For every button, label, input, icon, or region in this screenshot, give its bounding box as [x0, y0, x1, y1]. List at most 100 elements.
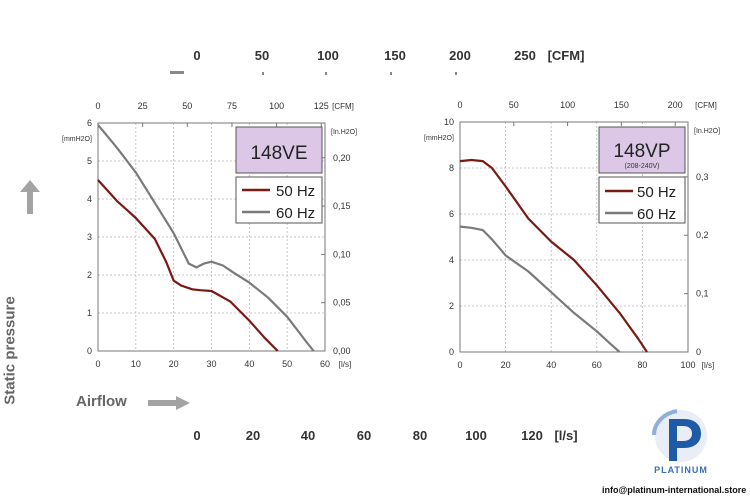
- series-line-60hz: [97, 124, 315, 352]
- x-tick-label: 0: [95, 359, 100, 369]
- header-cfm-tick: 150: [384, 48, 406, 63]
- x-tick-label: 60: [320, 359, 330, 369]
- series-line-60hz: [459, 225, 621, 353]
- y-tick-label: 0: [87, 346, 92, 356]
- x-unit-label: [l/s]: [702, 361, 714, 370]
- model-box: [598, 126, 686, 174]
- header-cfm-tick: 250: [514, 48, 536, 63]
- right-unit-label: [In.H2O]: [331, 129, 357, 136]
- footer-ls-tick: 20: [245, 428, 261, 443]
- y-tick-label: 2: [449, 301, 454, 311]
- y-tick-label: 1: [87, 308, 92, 318]
- series-line-50hz: [97, 179, 279, 352]
- top-tick-label: 50: [182, 101, 192, 111]
- top-tick-label: 125: [314, 101, 329, 111]
- right-tick-label: 0,2: [696, 230, 709, 240]
- footer-ls-axis: 0 20 40 60 80 100 120 [l/s]: [0, 428, 750, 448]
- plot-frame: [459, 121, 689, 353]
- up-arrow-icon: [20, 180, 40, 214]
- logo-name: PLATINUM: [654, 465, 708, 475]
- model-box: [235, 126, 323, 174]
- x-tick-label: 20: [169, 359, 179, 369]
- y-unit-label: [mmH2O]: [424, 135, 454, 142]
- x-tick-label: 40: [244, 359, 254, 369]
- footer-ls-unit: [l/s]: [554, 428, 578, 443]
- y-tick-label: 6: [449, 209, 454, 219]
- top-tick-label: 200: [668, 100, 683, 110]
- right-tick-label: 0,00: [333, 346, 351, 356]
- right-tick-label: 0: [696, 347, 701, 357]
- x-tick-label: 10: [131, 359, 141, 369]
- top-tick-label: 75: [227, 101, 237, 111]
- right-tick-label: 0,15: [333, 201, 351, 211]
- header-cfm-tick: 100: [317, 48, 339, 63]
- y-tick-label: 5: [87, 156, 92, 166]
- plot-frame: [97, 122, 326, 352]
- model-sublabel: (208-240V): [624, 163, 659, 170]
- x-tick-label: 20: [501, 360, 511, 370]
- top-tick-label: 25: [138, 101, 148, 111]
- legend-label-50hz: 50 Hz: [637, 184, 676, 201]
- x-tick-label: 30: [206, 359, 216, 369]
- y-unit-label: [mmH2O]: [62, 136, 92, 143]
- header-cfm-tick: 50: [254, 48, 270, 63]
- footer-ls-tick: 120: [521, 428, 543, 443]
- footer-ls-tick: 60: [356, 428, 372, 443]
- logo-email: info@platinum-international.store: [602, 485, 747, 495]
- y-tick-label: 0: [449, 347, 454, 357]
- top-unit-label: [CFM]: [332, 102, 354, 111]
- right-arrow-icon: [148, 396, 190, 410]
- legend: 148VP (208-240V) 50 Hz 60 Hz: [598, 126, 686, 224]
- x-unit-label: [l/s]: [339, 360, 351, 369]
- y-tick-label: 10: [444, 117, 454, 127]
- y-tick-label: 8: [449, 163, 454, 173]
- airflow-title: Airflow: [76, 393, 190, 410]
- legend-label-50hz: 50 Hz: [276, 183, 315, 200]
- header-cfm-unit: [CFM]: [547, 48, 585, 63]
- top-tick-label: 50: [509, 100, 519, 110]
- y-tick-label: 4: [87, 194, 92, 204]
- x-tick-label: 50: [282, 359, 292, 369]
- right-tick-label: 0,05: [333, 298, 351, 308]
- logo-icon: [652, 409, 707, 462]
- x-tick-label: 100: [680, 360, 695, 370]
- header-cfm-tick: 200: [449, 48, 471, 63]
- footer-ls-tick: 80: [412, 428, 428, 443]
- top-unit-label: [CFM]: [695, 101, 717, 110]
- right-tick-label: 0,3: [696, 172, 709, 182]
- legend-box: [235, 176, 323, 224]
- series-line-50hz: [459, 158, 648, 353]
- top-tick-label: 0: [95, 101, 100, 111]
- x-tick-label: 80: [637, 360, 647, 370]
- x-title: Airflow: [76, 393, 127, 410]
- static-pressure-title: Static pressure: [2, 180, 54, 405]
- top-tick-label: 100: [560, 100, 575, 110]
- footer-ls-tick: 0: [193, 428, 201, 443]
- top-tick-label: 100: [269, 101, 284, 111]
- legend-box: [598, 176, 686, 224]
- x-tick-label: 0: [457, 360, 462, 370]
- y-tick-label: 3: [87, 232, 92, 242]
- right-tick-label: 0,10: [333, 249, 351, 259]
- right-unit-label: [In.H2O]: [694, 128, 720, 135]
- x-tick-label: 60: [592, 360, 602, 370]
- footer-ls-tick: 100: [465, 428, 487, 443]
- y-tick-label: 2: [87, 270, 92, 280]
- footer-ls-tick: 40: [300, 428, 316, 443]
- top-tick-label: 0: [457, 100, 462, 110]
- legend: 148VE 50 Hz 60 Hz: [235, 126, 323, 224]
- model-label: 148VE: [250, 143, 307, 164]
- y-tick-label: 4: [449, 255, 454, 265]
- x-tick-label: 40: [546, 360, 556, 370]
- header-cfm-tick: 0: [193, 48, 201, 63]
- right-tick-label: 0,20: [333, 153, 351, 163]
- model-label: 148VP: [613, 141, 670, 162]
- y-tick-label: 6: [87, 118, 92, 128]
- legend-label-60hz: 60 Hz: [276, 205, 315, 222]
- top-tick-label: 150: [614, 100, 629, 110]
- header-cfm-axis: 0 50 100 150 200 250 [CFM]: [0, 48, 750, 68]
- faded-tick-row: [170, 71, 457, 75]
- legend-label-60hz: 60 Hz: [637, 206, 676, 223]
